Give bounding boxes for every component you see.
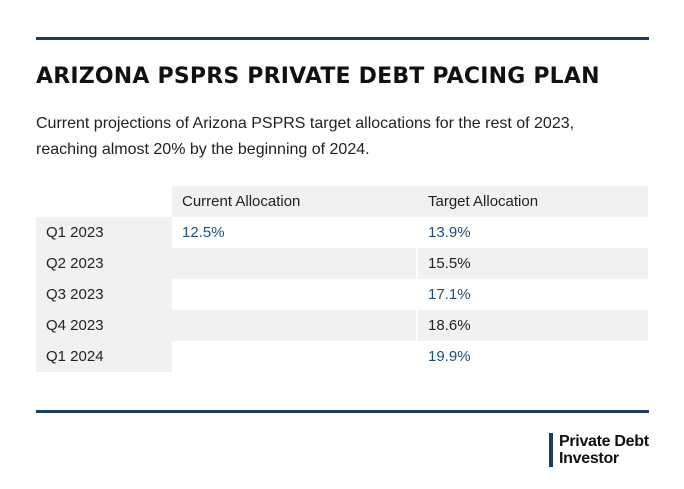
table-row-q3-2023: Q3 2023 17.1% [36,279,648,310]
row-label: Q1 2024 [36,341,172,372]
target-allocation-cell: 18.6% [418,310,648,341]
target-allocation-cell: 13.9% [428,224,471,241]
table-header-row: Current Allocation Target Allocation [36,186,648,217]
current-allocation-cell [172,248,418,279]
current-allocation-cell [172,279,418,310]
current-allocation-cell: 12.5% [172,217,418,248]
top-divider [36,37,649,40]
logo-line-2: Investor [559,450,619,467]
current-allocation-cell [172,310,418,341]
logo-text: Private Debt Investor [559,433,649,467]
logo-line-1: Private Debt [559,433,649,450]
target-allocation-cell: 15.5% [418,248,648,279]
column-header-target: Target Allocation [418,186,648,217]
target-allocation-cell: 19.9% [428,348,471,365]
target-allocation-cell: 17.1% [428,286,471,303]
row-label: Q3 2023 [36,279,172,310]
row-label: Q4 2023 [36,310,172,341]
private-debt-investor-logo: Private Debt Investor [549,433,649,467]
table-row-q2-2023: Q2 2023 15.5% [36,248,648,279]
row-label: Q2 2023 [36,248,172,279]
table-row-q1-2023: Q1 2023 12.5% 13.9% [36,217,648,248]
chart-subtitle: Current projections of Arizona PSPRS tar… [36,115,575,158]
chart-title: ARIZONA PSPRS PRIVATE DEBT PACING PLAN [36,64,600,89]
current-allocation-cell [172,341,418,372]
logo-bar [549,433,553,467]
allocation-table: Current Allocation Target Allocation Q1 … [36,186,648,372]
table-corner-cell [36,186,172,217]
column-header-current: Current Allocation [172,186,418,217]
table-row-q4-2023: Q4 2023 18.6% [36,310,648,341]
table-row-q1-2024: Q1 2024 19.9% [36,341,648,372]
row-label: Q1 2023 [36,217,172,248]
bottom-divider [36,410,649,413]
